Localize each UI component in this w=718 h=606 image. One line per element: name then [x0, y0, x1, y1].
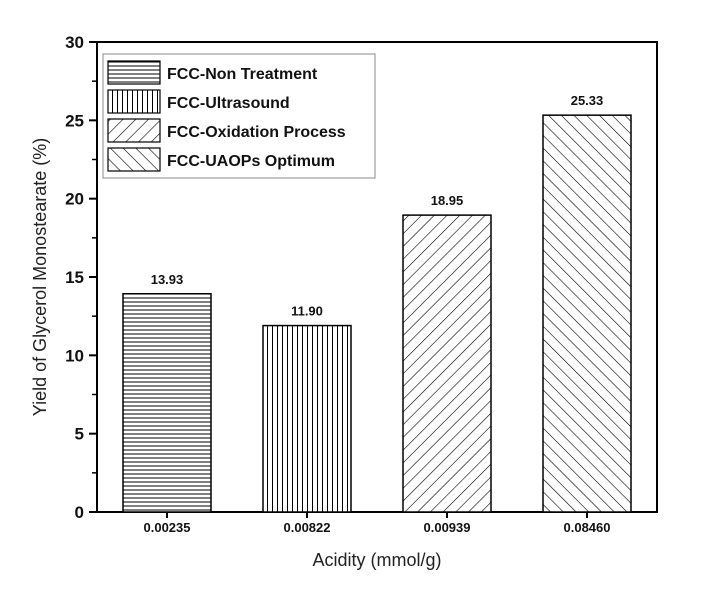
bar [402, 214, 492, 513]
bar [122, 293, 212, 513]
bar [542, 114, 632, 513]
y-tick-label: 30 [65, 33, 84, 52]
y-tick-label: 20 [65, 190, 84, 209]
data-label: 13.93 [151, 272, 184, 287]
y-tick-label: 25 [65, 111, 84, 130]
y-tick-label: 10 [65, 346, 84, 365]
x-axis-title: Acidity (mmol/g) [312, 550, 441, 570]
x-axis-tick-labels: 0.00235 0.00822 0.00939 0.08460 [144, 512, 611, 535]
y-tick-label: 0 [75, 503, 84, 522]
x-tick-label: 0.00235 [144, 520, 191, 535]
legend-swatch [107, 147, 161, 172]
bars: 13.93 11.90 18.95 25.33 [122, 93, 632, 513]
data-label: 18.95 [431, 193, 464, 208]
y-tick-label: 15 [65, 268, 84, 287]
y-tick-label: 5 [75, 425, 84, 444]
legend-swatch [107, 118, 161, 143]
x-tick-label: 0.00939 [424, 520, 471, 535]
legend: FCC-Non Treatment FCC-Ultrasound FCC-Oxida… [102, 53, 376, 179]
data-label: 11.90 [291, 304, 323, 319]
legend-swatch [107, 89, 161, 114]
legend-label: FCC-Oxidation Process [167, 124, 346, 141]
x-tick-label: 0.08460 [564, 520, 611, 535]
y-axis-ticks: 0 5 10 15 20 25 30 [65, 33, 97, 522]
x-tick-label: 0.00822 [284, 520, 331, 535]
legend-swatch [107, 60, 161, 85]
data-label: 25.33 [571, 93, 604, 108]
legend-label: FCC-UAOPs Optimum [167, 153, 335, 170]
legend-label: FCC-Non Treatment [167, 66, 318, 83]
y-axis-title: Yield of Glycerol Monostearate (%) [30, 138, 50, 416]
legend-label: FCC-Ultrasound [167, 95, 290, 112]
bar [262, 324, 352, 513]
